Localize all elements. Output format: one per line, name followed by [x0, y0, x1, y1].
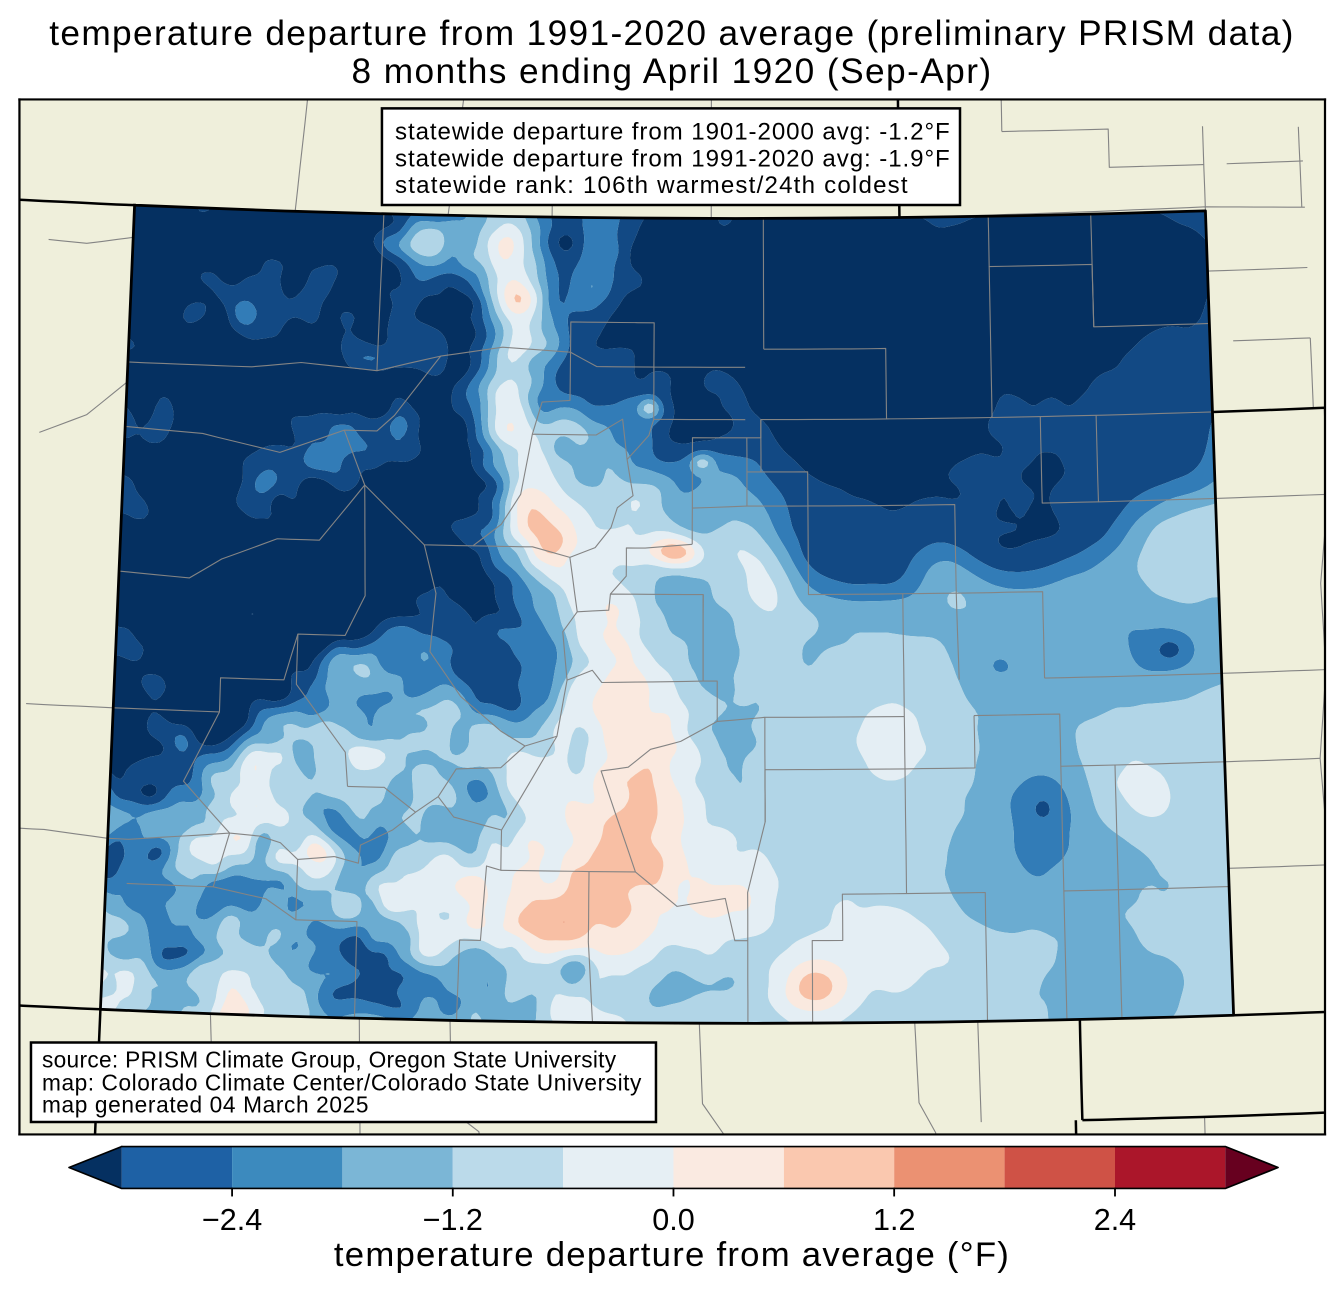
svg-text:2.4: 2.4	[1094, 1203, 1136, 1237]
svg-text:8 months ending April 1920 (Se: 8 months ending April 1920 (Sep-Apr)	[351, 52, 992, 91]
svg-text:map: Colorado Climate Center/C: map: Colorado Climate Center/Colorado St…	[42, 1069, 642, 1095]
svg-text:statewide departure from 1901-: statewide departure from 1901-2000 avg: …	[395, 118, 951, 145]
svg-text:statewide rank: 106th warmest/: statewide rank: 106th warmest/24th colde…	[395, 172, 909, 199]
svg-text:−1.2: −1.2	[423, 1203, 483, 1237]
svg-text:0.0: 0.0	[652, 1203, 694, 1237]
svg-text:map generated 04 March 2025: map generated 04 March 2025	[42, 1092, 369, 1118]
svg-text:temperature departure from 199: temperature departure from 1991-2020 ave…	[49, 14, 1295, 53]
svg-text:temperature departure from ave: temperature departure from average (°F)	[334, 1236, 1010, 1274]
svg-text:1.2: 1.2	[873, 1203, 915, 1237]
svg-text:−2.4: −2.4	[202, 1203, 262, 1237]
svg-text:source: PRISM Climate Group, O: source: PRISM Climate Group, Oregon Stat…	[42, 1047, 617, 1073]
svg-text:statewide departure from 1991-: statewide departure from 1991-2020 avg: …	[395, 146, 951, 173]
